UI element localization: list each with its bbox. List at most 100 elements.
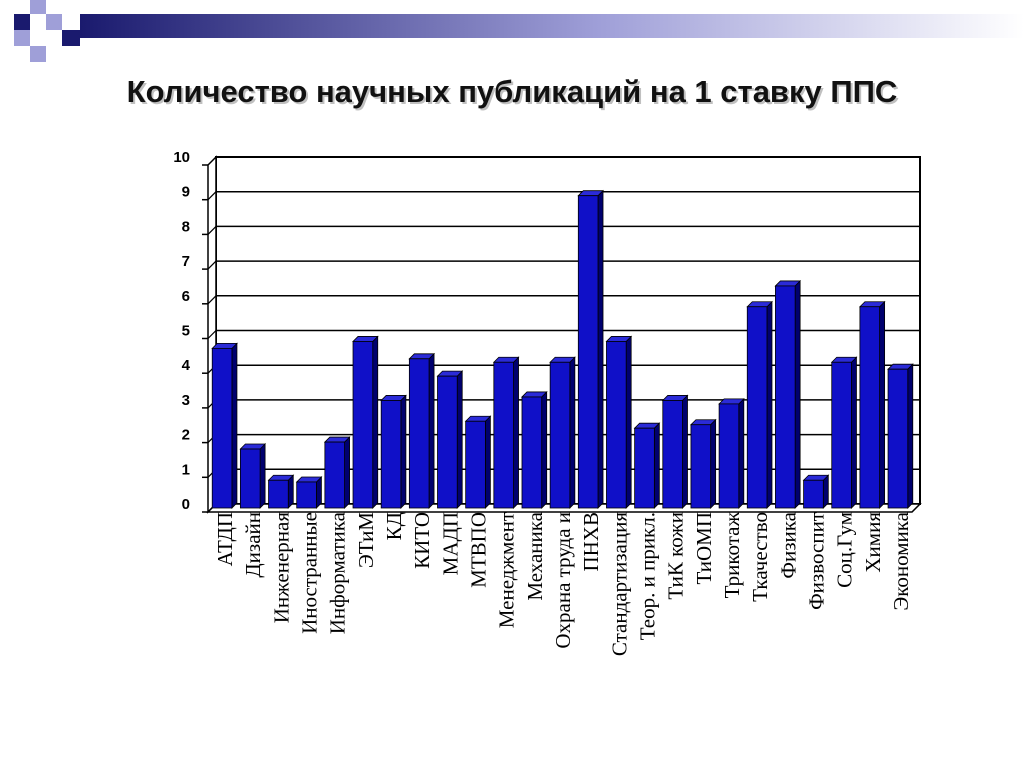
- bar-top: [661, 395, 689, 401]
- bar: [718, 403, 740, 509]
- bar-top: [689, 419, 717, 426]
- bar-top: [267, 474, 295, 481]
- y-tick-label: 0: [182, 496, 190, 513]
- bar-side: [400, 394, 407, 509]
- bar: [746, 306, 768, 509]
- bar: [239, 448, 261, 509]
- bar: [634, 427, 655, 509]
- bar-side: [484, 415, 491, 509]
- bar-top: [633, 422, 661, 429]
- deco-square-lavender-2: [46, 14, 62, 30]
- bar-top: [380, 395, 407, 401]
- bar-top: [774, 280, 802, 287]
- bar-side: [907, 363, 914, 509]
- bar-top: [408, 353, 436, 360]
- x-category-label: Трикотаж: [720, 512, 744, 599]
- bar-top: [577, 190, 604, 197]
- bar-top: [323, 436, 351, 443]
- x-category-label: Физвоспит: [804, 512, 828, 610]
- x-category-label: Физика: [776, 511, 800, 578]
- bar-side: [625, 335, 632, 509]
- bar-side: [710, 418, 717, 509]
- x-category-label: Экономика: [889, 511, 913, 610]
- bar-side: [766, 300, 773, 509]
- bar: [577, 195, 599, 509]
- bar-side: [851, 356, 857, 509]
- x-category-label: КИТО: [410, 512, 434, 569]
- bar: [493, 361, 514, 509]
- bar-top: [549, 356, 576, 363]
- bar-side: [344, 436, 350, 509]
- y-tick-label: 1: [182, 461, 190, 478]
- bar-side: [287, 474, 294, 509]
- x-category-label: АТДП: [213, 512, 237, 566]
- x-category-label: Стандартизация: [607, 512, 631, 656]
- x-category-label: Иностранные: [298, 512, 322, 634]
- deco-square-navy-1: [14, 14, 30, 30]
- decorative-squares: [14, 0, 80, 62]
- x-category-label: Менеджмент: [495, 512, 519, 628]
- bar-top: [492, 356, 520, 363]
- bar-top: [521, 391, 548, 398]
- x-category-label: МТВПО: [467, 512, 491, 588]
- y-tick-label: 6: [182, 288, 190, 305]
- bar: [887, 368, 909, 509]
- bar-side: [879, 300, 886, 509]
- bar: [521, 396, 543, 509]
- y-tick-label: 10: [173, 149, 190, 166]
- bar-side: [738, 397, 745, 509]
- bar-top: [858, 301, 886, 308]
- bar-side: [822, 474, 829, 509]
- x-category-label: Инженерная: [269, 512, 293, 624]
- bar: [296, 481, 317, 509]
- x-category-label: КД: [382, 512, 406, 540]
- x-category-label: Охрана труда и: [551, 512, 575, 649]
- bar-top: [718, 398, 745, 405]
- deco-square-lavender-3: [14, 30, 30, 46]
- bar: [465, 420, 486, 509]
- gridline-side: [207, 225, 217, 235]
- decorative-gradient-bar: [80, 14, 1024, 38]
- gridline-side: [207, 260, 217, 270]
- bar-side: [259, 443, 266, 509]
- bar: [380, 400, 402, 509]
- bar-top: [464, 415, 492, 422]
- bar: [803, 479, 824, 509]
- deco-square-lavender-1: [30, 0, 46, 14]
- x-category-label: Информатика: [326, 511, 350, 634]
- slide-title: Количество научных публикаций на 1 ставк…: [126, 74, 898, 109]
- x-category-label: Дизайн: [241, 512, 265, 578]
- bar-side: [682, 394, 688, 509]
- x-category-label: Ткачество: [748, 512, 772, 602]
- x-category-label: Химия: [861, 512, 885, 573]
- bar-side: [372, 335, 379, 509]
- y-tick-label: 4: [182, 357, 191, 374]
- y-tick-label: 2: [182, 427, 190, 444]
- y-tick-label: 8: [182, 218, 190, 235]
- y-tick-label: 9: [182, 184, 190, 201]
- x-category-label: ПНХВ: [579, 512, 603, 572]
- gridline-side: [207, 191, 217, 201]
- x-category-label: ТиОМП: [692, 512, 716, 585]
- deco-square-lavender-4: [30, 46, 46, 62]
- bar: [606, 341, 627, 509]
- x-category-label: МАДП: [438, 512, 462, 575]
- y-tick-label: 5: [182, 323, 190, 340]
- x-category-label: ЭТиМ: [354, 512, 378, 568]
- bar: [662, 400, 683, 509]
- gridline-side: [207, 295, 217, 305]
- bar-top: [802, 474, 830, 481]
- x-category-label: Механика: [523, 511, 547, 600]
- bar: [859, 306, 881, 509]
- bar: [775, 285, 796, 509]
- bar-top: [239, 443, 267, 450]
- bar-side: [231, 342, 238, 509]
- bar-top: [830, 356, 858, 363]
- bar-top: [295, 476, 323, 483]
- bar-top: [887, 363, 914, 370]
- gridline-side: [207, 330, 217, 339]
- bar-top: [746, 301, 773, 308]
- bar: [549, 361, 571, 509]
- bar-side: [794, 279, 801, 509]
